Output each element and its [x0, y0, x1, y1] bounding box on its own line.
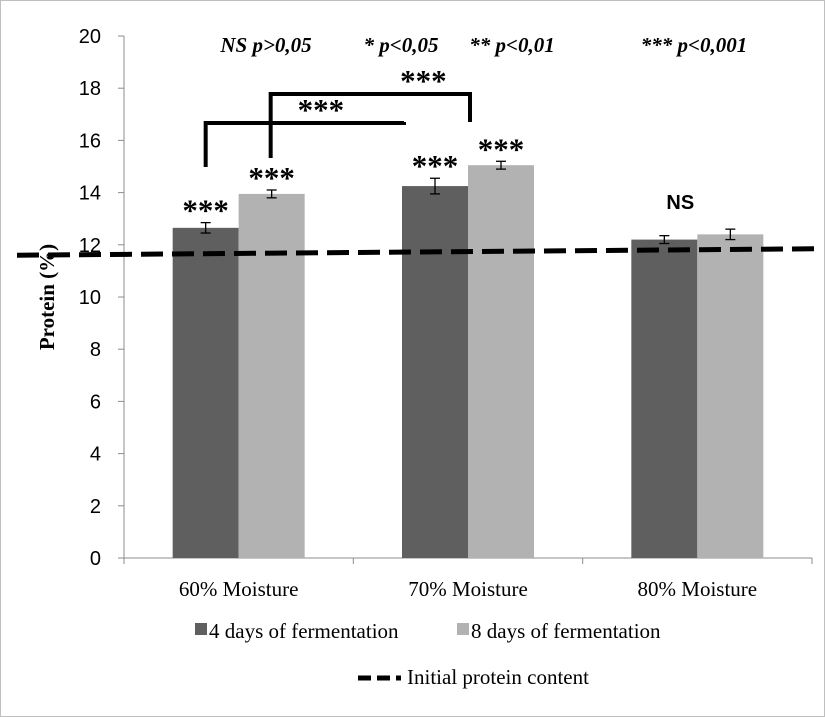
bars	[172, 165, 764, 559]
legend: 4 days of fermentation 8 days of fermenta…	[195, 619, 661, 689]
bracket	[203, 121, 406, 167]
bracket-label: ***	[298, 92, 345, 127]
y-tick-label: 20	[79, 26, 101, 48]
reference-line	[16, 246, 822, 258]
bracket	[268, 92, 472, 158]
bar	[468, 165, 534, 558]
significance-key: NS p>0,05	[219, 33, 311, 57]
significance-brackets: *** ***	[203, 63, 472, 167]
legend-label: Initial protein content	[407, 665, 589, 689]
bar	[402, 186, 468, 558]
significance-key: *** p<0,001	[641, 33, 747, 57]
y-tick-label: 4	[90, 444, 101, 466]
y-axis-title: Protein (%)	[35, 244, 59, 350]
x-tick-label: 80% Moisture	[638, 577, 758, 601]
significance-marker: ***	[248, 160, 295, 195]
legend-swatch	[195, 623, 207, 635]
legend-label: 8 days of fermentation	[471, 619, 661, 643]
legend-swatch	[457, 623, 469, 635]
y-tick-label: 12	[79, 235, 101, 257]
y-tick-label: 10	[79, 287, 101, 309]
significance-marker: ***	[412, 148, 459, 183]
y-tick-label: 8	[90, 339, 101, 361]
significance-marker: ***	[182, 193, 229, 228]
y-tick-label: 0	[90, 548, 101, 570]
y-tick-label: 6	[90, 391, 101, 413]
group-label-80: NS	[666, 192, 694, 214]
y-tick-label: 14	[79, 183, 101, 205]
significance-key: ** p<0,01	[469, 33, 554, 57]
bar	[238, 193, 305, 558]
bar	[631, 239, 698, 558]
y-tick-label: 2	[90, 496, 101, 518]
significance-marker: ***	[478, 131, 525, 166]
bar	[172, 227, 239, 558]
initial-protein-line	[16, 246, 822, 258]
y-tick-label: 16	[79, 130, 101, 152]
significance-key: * p<0,05	[364, 33, 439, 57]
y-tick-label: 18	[79, 78, 101, 100]
bracket-label: ***	[400, 63, 447, 98]
axes: 0 2 4 6 8 10 12 14 16 18 20 60% Moisture 70% Moistur…	[35, 26, 813, 601]
legend-label: 4 days of fermentation	[209, 619, 399, 643]
bar	[697, 234, 764, 559]
x-tick-label: 60% Moisture	[179, 577, 299, 601]
x-tick-label: 70% Moisture	[408, 577, 528, 601]
error-bars	[200, 160, 736, 245]
